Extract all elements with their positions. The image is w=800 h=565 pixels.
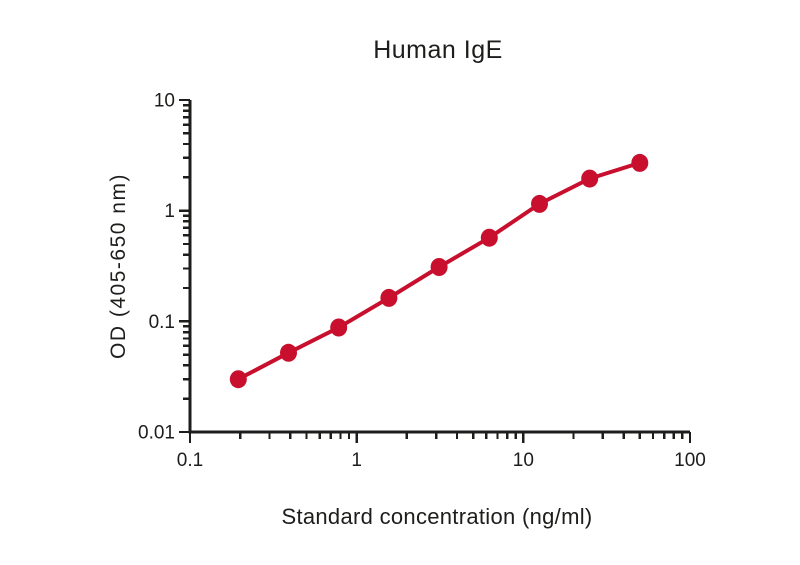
y-tick-label: 1 [164,201,175,222]
y-tick-label: 10 [154,91,175,112]
axes [179,98,692,443]
data-point [380,288,398,307]
x-tick-label: 1 [351,450,362,471]
data-point [330,318,348,337]
data-point [280,343,297,362]
data-point [229,370,247,389]
y-tick-label: 0.1 [149,312,175,333]
x-tick-label: 10 [513,450,534,471]
data-point [430,258,448,276]
y-tick-label: 0.01 [138,423,175,444]
x-tick-label: 100 [674,450,706,471]
data-point [531,194,548,213]
data-point [581,169,599,188]
x-tick-label: 0.1 [177,450,203,471]
x-axis-title: Standard concentration (ng/ml) [281,504,593,529]
data-series [229,153,649,389]
data-point [631,153,649,172]
data-point [480,228,498,247]
chart-title: Human IgE [373,36,503,64]
